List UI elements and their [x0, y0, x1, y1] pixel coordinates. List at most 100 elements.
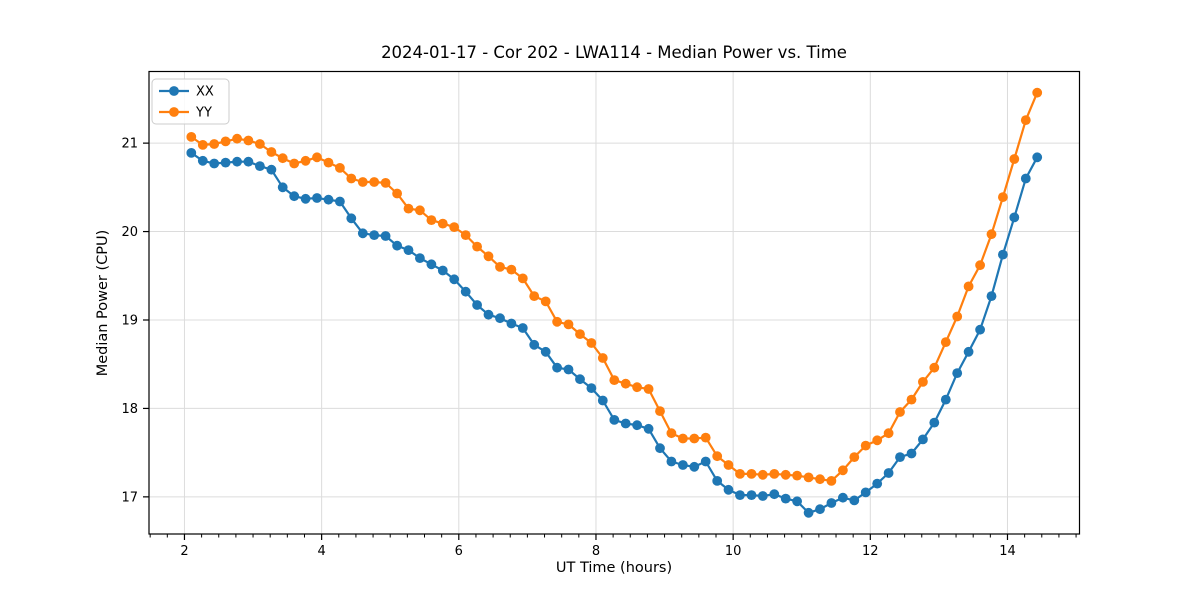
series-xx-point [780, 493, 791, 504]
x-axis-label: UT Time (hours) [556, 560, 672, 576]
series-xx-point [346, 213, 357, 224]
series-yy-point [540, 296, 551, 307]
series-yy-point [918, 377, 928, 387]
series-yy-point [723, 460, 734, 470]
series-xx-point [300, 193, 311, 204]
series-yy-point [666, 428, 677, 439]
x-tick-label: 2 [180, 544, 188, 559]
series-yy-point [998, 192, 1008, 203]
series-yy-point [563, 319, 574, 330]
series-xx-point [232, 156, 243, 167]
series-yy-point [609, 375, 620, 385]
x-tick-label: 4 [317, 544, 325, 559]
series-yy-point [712, 451, 723, 462]
series-yy-point [517, 273, 528, 284]
series-yy-point [186, 132, 197, 142]
series-yy-point [597, 353, 608, 363]
series-xx-point [906, 448, 917, 459]
series-xx-point [655, 443, 665, 454]
series-yy-point [357, 177, 368, 187]
series-xx-point [826, 498, 837, 508]
series-yy-point [449, 222, 460, 233]
series-yy-point [838, 465, 848, 476]
series-xx-point [986, 291, 997, 301]
series-xx-point [186, 148, 197, 158]
series-yy-point [243, 135, 254, 146]
series-xx-point [666, 456, 677, 467]
series-yy-point [735, 469, 745, 479]
series-yy-point [906, 394, 917, 405]
series-yy-point [392, 188, 402, 199]
series-yy-point [575, 329, 585, 339]
series-yy-point [552, 316, 562, 327]
series-yy-point [872, 435, 883, 446]
series-xx-point [426, 259, 437, 270]
series-xx-point [403, 245, 414, 256]
series-xx-point [1020, 173, 1031, 184]
series-yy-point [426, 215, 437, 226]
series-yy-point [1020, 115, 1031, 125]
series-xx-point [209, 158, 220, 169]
legend: XX YY [151, 78, 230, 125]
legend-label-yy: YY [195, 106, 212, 121]
series-yy-point [277, 153, 288, 164]
series-xx-point [220, 157, 231, 168]
series-xx-point [746, 490, 757, 500]
y-tick-label: 18 [121, 402, 138, 417]
series-xx-point [586, 383, 597, 393]
series-xx-point [712, 476, 723, 486]
series-xx-point [369, 230, 380, 241]
series-yy-point [849, 452, 860, 462]
series-xx-point [792, 496, 802, 507]
x-tick-label: 10 [725, 544, 742, 559]
series-xx-point [643, 423, 654, 434]
grid-lines [149, 71, 1080, 534]
series-yy-point [826, 476, 837, 486]
y-tick-label: 21 [121, 137, 138, 152]
series-xx-point [723, 484, 734, 495]
series-yy-point [529, 291, 540, 301]
series-yy-point [483, 251, 494, 262]
series-yy-point [780, 469, 791, 480]
series-yy-point [586, 338, 597, 348]
series-yy-point [643, 384, 654, 394]
series-yy-point [986, 229, 997, 240]
series-yy-point [655, 406, 665, 416]
y-axis-ticks: 17 18 19 20 21 [121, 137, 149, 505]
series-xx-point [975, 324, 985, 335]
legend-marker-yy [169, 107, 179, 117]
series-xx-point [472, 300, 482, 310]
series-yy-point [197, 140, 208, 150]
series-xx-point [540, 346, 551, 357]
series-xx-point [323, 194, 334, 205]
plot-border [148, 70, 1081, 535]
series-xx-point [940, 394, 951, 405]
series-yy-point [312, 152, 322, 163]
series-yy-point [380, 178, 391, 188]
series-xx-point [998, 249, 1008, 260]
series-xx-point [803, 507, 814, 518]
series-yy-point [300, 155, 311, 166]
series-yy-point [746, 469, 757, 479]
series-xx-point [883, 468, 894, 478]
series-yy-point [255, 139, 265, 149]
series-yy-point [940, 337, 951, 347]
series-xx-point [757, 491, 768, 501]
series-xx-point [312, 193, 322, 203]
series-yy-point [346, 173, 357, 184]
series-xx-point [815, 504, 825, 515]
series-xx-point [529, 339, 540, 350]
series-yy-point [620, 378, 631, 389]
series-yy-point [1009, 154, 1020, 164]
series-yy-point [929, 362, 940, 373]
series-yy-point [437, 218, 448, 229]
series-yy-point [1032, 87, 1043, 98]
series-yy-point [883, 428, 894, 439]
series-xx-point [609, 415, 620, 425]
series-xx-point [838, 492, 848, 503]
series-yy-point [689, 433, 700, 444]
series-xx-point [506, 318, 517, 329]
series-xx-point [872, 478, 883, 489]
series-xx-line [190, 151, 1039, 514]
